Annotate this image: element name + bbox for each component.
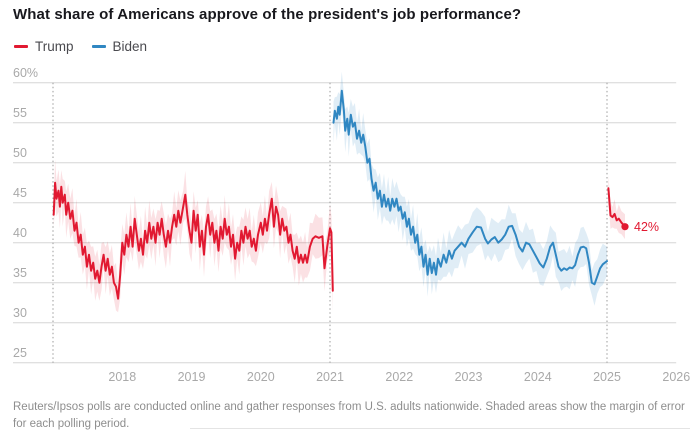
svg-text:40: 40 bbox=[13, 226, 27, 240]
trump-line-swatch bbox=[14, 45, 28, 48]
svg-text:42%: 42% bbox=[634, 220, 659, 234]
biden-line-swatch bbox=[91, 45, 106, 48]
legend: Trump Biden bbox=[14, 39, 147, 54]
svg-text:2025: 2025 bbox=[593, 370, 621, 384]
footnote-line-2: for each polling period. bbox=[13, 418, 130, 431]
svg-text:2018: 2018 bbox=[108, 370, 136, 384]
svg-text:2023: 2023 bbox=[455, 370, 483, 384]
svg-text:25: 25 bbox=[13, 346, 27, 360]
svg-text:2019: 2019 bbox=[178, 370, 206, 384]
chart-title: What share of Americans approve of the p… bbox=[13, 6, 522, 23]
svg-text:30: 30 bbox=[13, 306, 27, 320]
source-footnote: Reuters/Ipsos polls are conducted online… bbox=[13, 399, 685, 434]
legend-item-biden: Biden bbox=[91, 39, 148, 54]
svg-text:35: 35 bbox=[13, 266, 27, 280]
svg-text:50: 50 bbox=[13, 146, 27, 160]
footnote-line-1: Reuters/Ipsos polls are conducted online… bbox=[13, 401, 685, 413]
legend-label-trump: Trump bbox=[35, 39, 74, 54]
svg-text:2026: 2026 bbox=[662, 370, 690, 384]
svg-text:55: 55 bbox=[13, 106, 27, 120]
svg-text:45: 45 bbox=[13, 186, 27, 200]
svg-text:2020: 2020 bbox=[247, 370, 275, 384]
legend-label-biden: Biden bbox=[112, 39, 148, 54]
legend-item-trump: Trump bbox=[14, 39, 74, 54]
svg-text:60%: 60% bbox=[13, 66, 38, 80]
svg-text:2021: 2021 bbox=[316, 370, 344, 384]
svg-text:2024: 2024 bbox=[524, 370, 552, 384]
bottom-divider bbox=[190, 428, 690, 429]
svg-text:2022: 2022 bbox=[385, 370, 413, 384]
